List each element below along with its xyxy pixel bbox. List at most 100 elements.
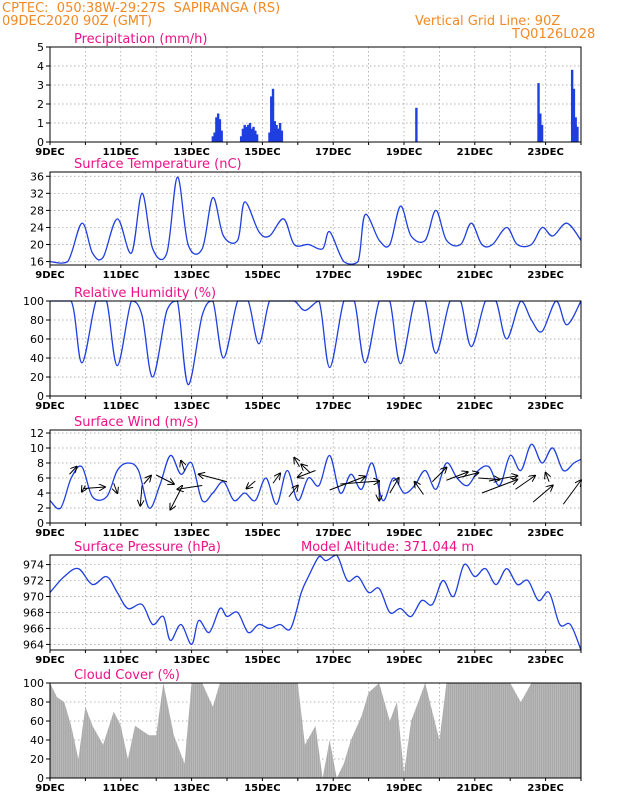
- cloud-ytick-label: 20: [30, 753, 44, 766]
- precip-bar: [250, 128, 253, 142]
- wind-arrow: [143, 476, 151, 485]
- wind-arrow: [562, 480, 581, 505]
- cloud-xtick-label: 17DEC: [315, 783, 351, 794]
- rh-ytick-label: 100: [23, 295, 44, 308]
- cloud-panel: 0 20 40 60 80 100 9DEC 11DEC 13DEC 15DEC 17DEC 19DE…: [23, 668, 582, 794]
- press-xtick-label: 19DEC: [386, 655, 422, 666]
- precip-bar: [539, 113, 542, 142]
- press-xtick-label: 9DEC: [35, 655, 64, 666]
- press-xtick-label: 13DEC: [173, 655, 209, 666]
- press-title: Surface Pressure (hPa): [74, 540, 221, 555]
- grid-line-label: Vertical Grid Line: 90Z: [415, 14, 561, 29]
- precip-xtick-label: 21DEC: [457, 147, 493, 158]
- temp-ytick-label: 32: [30, 187, 44, 200]
- temp-xtick-label: 23DEC: [527, 270, 563, 281]
- precip-ytick-label: 0: [37, 136, 44, 149]
- precip-ytick-label: 5: [37, 41, 44, 54]
- precip-xtick-label: 9DEC: [35, 147, 64, 158]
- wind-line: [49, 443, 582, 510]
- cloud-ytick-label: 80: [30, 696, 44, 709]
- precip-bar: [540, 124, 544, 142]
- precip-bar: [239, 136, 243, 142]
- wind-ytick-label: 8: [37, 457, 44, 470]
- wind-arrow: [82, 486, 86, 492]
- precip-bar: [218, 119, 222, 142]
- precip-ytick-label: 1: [37, 117, 44, 130]
- cloud-xtick-label: 9DEC: [35, 783, 64, 794]
- rh-xtick-label: 19DEC: [386, 401, 422, 412]
- cloud-area: [50, 683, 581, 778]
- wind-xtick-label: 9DEC: [35, 528, 64, 539]
- cloud-title: Cloud Cover (%): [74, 668, 180, 683]
- wind-arrow: [488, 476, 517, 482]
- temp-xtick-label: 11DEC: [103, 270, 139, 281]
- wind-arrow: [288, 486, 298, 498]
- precip-bar: [254, 130, 257, 142]
- precip-ytick-label: 2: [37, 98, 44, 111]
- precip-bar: [215, 117, 218, 142]
- wind-frame: [49, 429, 582, 524]
- wind-arrow: [199, 474, 228, 483]
- temp-xtick-label: 13DEC: [173, 270, 209, 281]
- cloud-ytick-label: 60: [30, 715, 44, 728]
- rh-frame: [49, 300, 582, 397]
- wind-xtick-label: 21DEC: [457, 528, 493, 539]
- wind-ytick-label: 4: [37, 487, 44, 500]
- press-line: [49, 554, 582, 651]
- wind-arrow: [481, 480, 517, 494]
- run-label: 09DEC2020 90Z (GMT): [2, 14, 153, 29]
- wind-xtick-label: 15DEC: [244, 528, 280, 539]
- wind-arrow: [298, 470, 316, 478]
- wind-arrow: [155, 474, 174, 484]
- temp-ytick-label: 28: [30, 204, 44, 217]
- wind-arrow: [515, 476, 535, 490]
- press-xtick-label: 17DEC: [315, 655, 351, 666]
- wind-xtick-label: 19DEC: [386, 528, 422, 539]
- rh-xtick-label: 15DEC: [244, 401, 280, 412]
- rh-xtick-label: 11DEC: [103, 401, 139, 412]
- temp-frame: [49, 171, 582, 266]
- wind-arrow: [83, 487, 105, 489]
- wind-xtick-label: 11DEC: [103, 528, 139, 539]
- cloud-ytick-label: 0: [37, 772, 44, 785]
- precip-bar: [243, 124, 246, 142]
- wind-arrow: [532, 486, 552, 503]
- precip-bar: [572, 88, 576, 142]
- cloud-ytick-label: 40: [30, 734, 44, 747]
- precip-bar: [415, 107, 418, 142]
- rh-xtick-label: 13DEC: [173, 401, 209, 412]
- press-xtick-label: 15DEC: [244, 655, 280, 666]
- precip-bar: [268, 132, 271, 142]
- temp-xtick-label: 19DEC: [386, 270, 422, 281]
- wind-arrow: [177, 486, 203, 490]
- press-ytick-label: 972: [23, 575, 44, 588]
- precip-bar: [271, 88, 275, 142]
- temp-xtick-label: 15DEC: [244, 270, 280, 281]
- press-ytick-label: 974: [23, 559, 44, 572]
- wind-arrow: [415, 482, 424, 495]
- wind-arrow: [140, 485, 142, 506]
- precip-bar: [220, 130, 223, 142]
- wind-xtick-label: 13DEC: [173, 528, 209, 539]
- rh-ytick-label: 0: [37, 390, 44, 403]
- precip-bar: [255, 134, 259, 142]
- temp-ytick-label: 24: [30, 221, 44, 234]
- precip-bar: [280, 130, 284, 142]
- location-label: CPTEC: 050:38W-29:27S SAPIRANGA (RS): [2, 1, 281, 16]
- wind-ytick-label: 6: [37, 472, 44, 485]
- temp-xtick-label: 9DEC: [35, 270, 64, 281]
- wind-arrow: [456, 473, 478, 479]
- precip-bar: [216, 113, 220, 142]
- wind-arrow: [181, 461, 185, 471]
- rh-ytick-label: 80: [30, 314, 44, 327]
- rh-ytick-label: 20: [30, 371, 44, 384]
- cloud-xtick-label: 13DEC: [173, 783, 209, 794]
- temp-title: Surface Temperature (nC): [74, 157, 242, 172]
- cloud-frame: [49, 682, 582, 779]
- precip-bar: [275, 124, 278, 142]
- temp-panel: 16 20 24 28 32 36 9DEC 11DEC 13DEC 15DEC 17DEC 19DE…: [30, 157, 582, 281]
- rh-xtick-label: 23DEC: [527, 401, 563, 412]
- precip-xtick-label: 15DEC: [244, 147, 280, 158]
- wind-xtick-label: 17DEC: [315, 528, 351, 539]
- cloud-xtick-label: 23DEC: [527, 783, 563, 794]
